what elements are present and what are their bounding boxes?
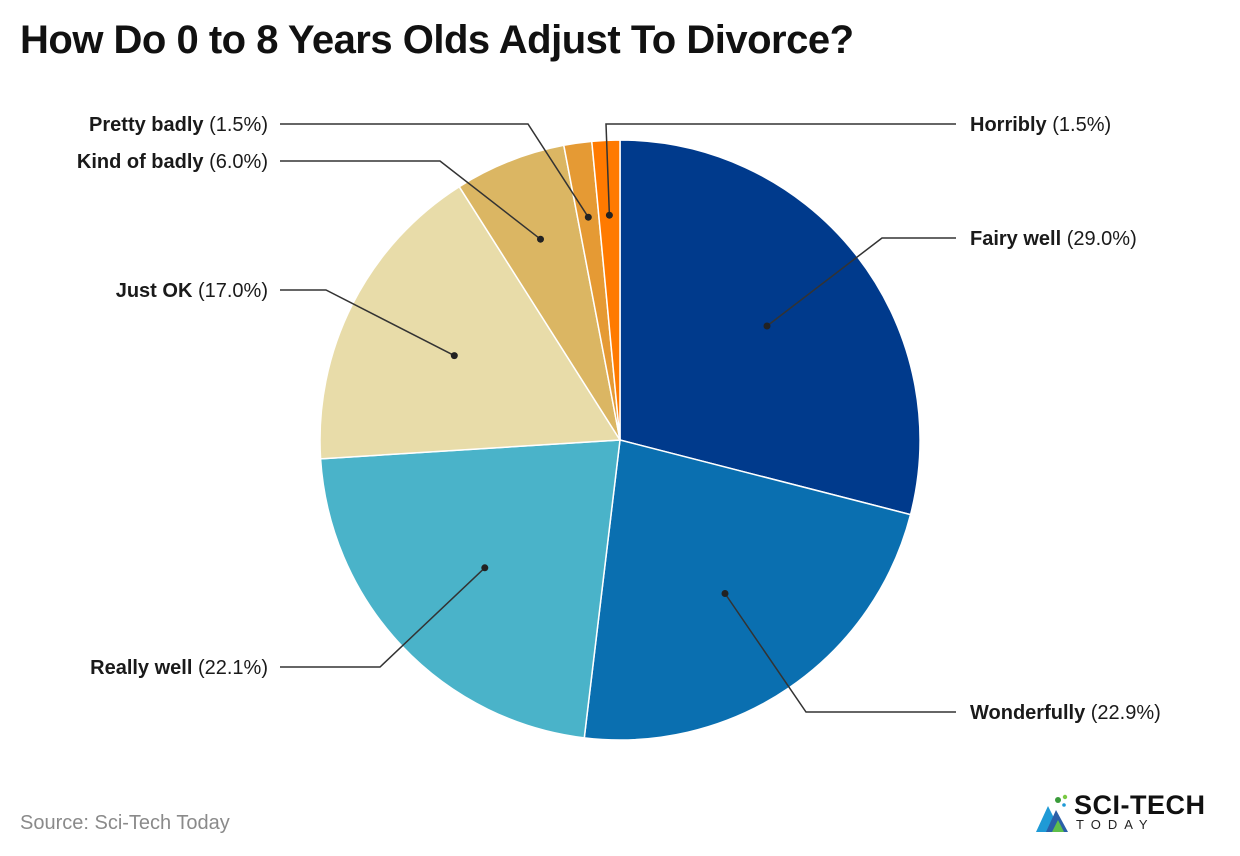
- slice-label-value: (22.9%): [1091, 702, 1161, 724]
- leader-line: [280, 289, 455, 357]
- slice-label-name: Kind of badly: [77, 151, 209, 173]
- slice-label-name: Wonderfully: [970, 702, 1091, 724]
- pie-slice-really-well: [319, 439, 621, 739]
- slice-label-value: (1.5%): [209, 114, 268, 136]
- slice-label: Kind of badly (6.0%): [77, 151, 268, 173]
- slice-label: Really well (22.1%): [90, 657, 268, 679]
- logo-text: SCI-TECH: [1074, 790, 1206, 820]
- leader-line: [724, 593, 956, 713]
- leader-dot: [481, 564, 489, 572]
- sci-tech-logo-icon: [1036, 794, 1068, 832]
- slice-label-value: (22.1%): [198, 657, 268, 679]
- leader-line: [280, 567, 486, 668]
- slice-label-name: Really well: [90, 657, 198, 679]
- leader-dot: [605, 211, 613, 219]
- leader-line: [280, 123, 589, 218]
- leader-dot: [721, 590, 729, 597]
- logo-subtext: TODAY: [1076, 817, 1155, 832]
- slice-label-name: Horribly: [970, 114, 1052, 136]
- leader-dot: [450, 352, 458, 360]
- slice-label: Fairy well (29.0%): [970, 228, 1137, 250]
- slice-label-name: Pretty badly: [89, 114, 209, 136]
- slice-label-value: (1.5%): [1052, 114, 1111, 136]
- slice-label-value: (17.0%): [198, 280, 268, 302]
- leader-dot: [763, 322, 771, 330]
- slice-label-value: (29.0%): [1067, 228, 1137, 250]
- brand-logo: SCI-TECH TODAY: [1034, 790, 1214, 836]
- source-note: Source: Sci-Tech Today: [20, 812, 230, 834]
- leader-line: [280, 160, 541, 240]
- leader-dot: [537, 235, 544, 243]
- slice-label: Just OK (17.0%): [116, 280, 268, 302]
- leader-line: [766, 237, 956, 327]
- slice-label: Horribly (1.5%): [970, 114, 1111, 136]
- slice-label: Wonderfully (22.9%): [970, 702, 1161, 724]
- slice-label-value: (6.0%): [209, 151, 268, 173]
- slice-label: Pretty badly (1.5%): [89, 114, 268, 136]
- slice-label-name: Just OK: [116, 280, 198, 302]
- chart-title: How Do 0 to 8 Years Olds Adjust To Divor…: [20, 18, 854, 62]
- leader-line: [605, 123, 956, 216]
- slice-label-name: Fairy well: [970, 228, 1067, 250]
- leader-dot: [584, 213, 592, 221]
